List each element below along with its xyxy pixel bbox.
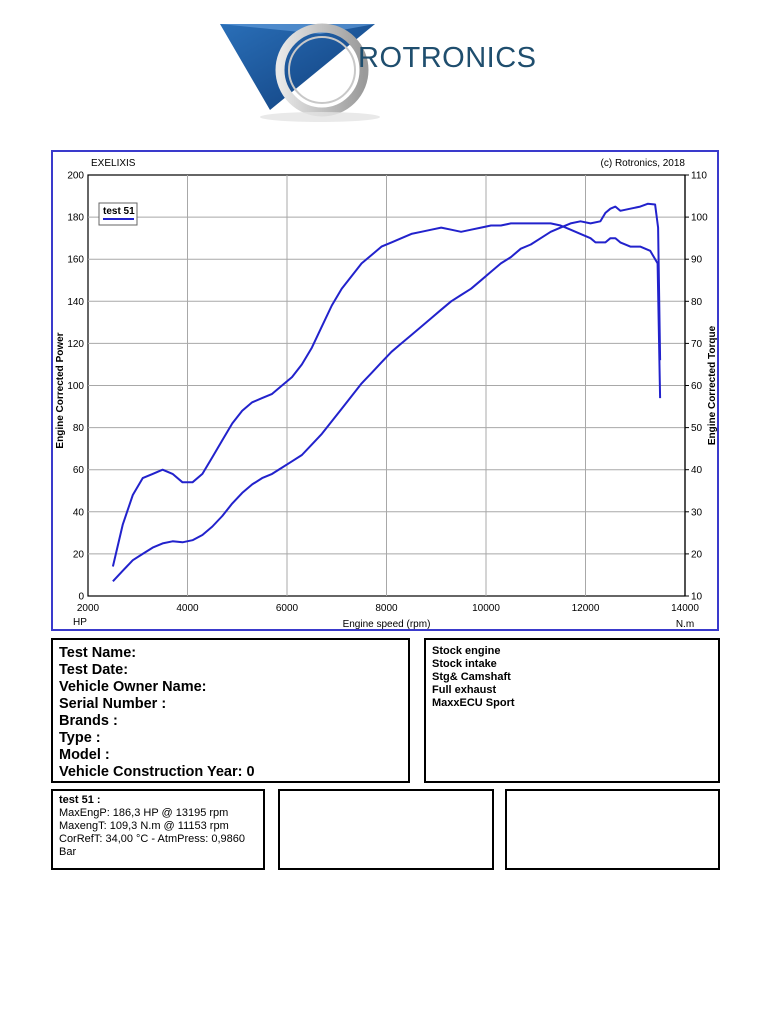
y-right-tick-label: 40 [691,465,703,476]
empty-box-middle [278,789,494,870]
y-left-tick-label: 120 [67,339,84,350]
y-left-tick-label: 40 [73,507,85,518]
y-right-tick-label: 110 [691,171,707,182]
modifications-lines: Stock engine Stock intake Stg& Camshaft Ful… [432,645,712,710]
info-line: Test Date: [59,662,129,678]
y-right-tick-label: 70 [691,339,703,350]
x-tick-label: 4000 [176,603,199,614]
dyno-chart: 2000 4000 6000 8000 10000 12000 14000 0 20 40 60 80… [51,150,719,631]
y-left-tick-label: 200 [67,171,84,182]
result-line: CorRefT: 34,00 °C - AtmPress: 0,9860 [59,833,245,845]
modification-line: Stock engine [432,645,501,657]
test-info-lines: Test Name: Test Date: Vehicle Owner Name: S… [59,645,402,781]
x-tick-label: 14000 [671,603,699,614]
info-line: Model : [59,747,110,763]
y-right-axis-label: Engine Corrected Torque [707,325,718,445]
x-tick-label: 12000 [572,603,600,614]
x-tick-label: 8000 [375,603,398,614]
y-right-tick-label: 80 [691,297,703,308]
rotronics-logo [220,23,380,122]
info-line: Serial Number : [59,696,167,712]
info-line: Type : [59,730,101,746]
x-tick-label: 10000 [472,603,500,614]
empty-box-right [505,789,720,870]
y-left-tick-label: 100 [67,381,84,392]
result-line: Bar [59,846,77,858]
y-right-tick-label: 60 [691,381,703,392]
y-left-tick-label: 160 [67,255,84,266]
x-tick-label: 2000 [77,603,100,614]
legend-label: test 51 [103,206,135,217]
y-left-axis-label: Engine Corrected Power [55,332,66,448]
info-line: Test Name: [59,645,137,661]
info-line: Brands : [59,713,118,729]
modification-line: MaxxECU Sport [432,697,515,709]
y-left-tick-label: 140 [67,297,84,308]
y-right-tick-label: 20 [691,549,703,560]
info-line: Vehicle Construction Year: 0 [59,764,255,780]
modification-line: Stg& Camshaft [432,671,511,683]
results-box: test 51 : MaxEngP: 186,3 HP @ 13195 rpm M… [51,789,265,870]
x-axis-label: Engine speed (rpm) [343,619,431,630]
y-left-tick-label: 20 [73,549,85,560]
y-right-tick-label: 30 [691,507,703,518]
power-series-line [112,202,662,582]
y-right-unit: N.m [676,619,694,630]
chart-copyright: (c) Rotronics, 2018 [601,158,686,169]
result-line: MaxengT: 109,3 N.m @ 11153 rpm [59,820,229,832]
y-right-tick-label: 10 [691,592,703,603]
test-info-box: Test Name: Test Date: Vehicle Owner Name: S… [51,638,410,783]
modification-line: Full exhaust [432,684,497,696]
logo-wordmark: ROTRONICS [358,42,537,74]
modification-line: Stock intake [432,658,497,670]
y-right-tick-label: 100 [691,213,708,224]
y-left-unit: HP [73,617,87,628]
chart-canvas: 2000 4000 6000 8000 10000 12000 14000 0 20 40 60 80… [55,158,718,630]
results-title: test 51 : [59,794,101,806]
chart-title: EXELIXIS [91,158,136,169]
y-right-tick-label: 50 [691,423,703,434]
y-right-tick-label: 90 [691,255,703,266]
torque-series-line [111,222,662,567]
results-lines: MaxEngP: 186,3 HP @ 13195 rpm MaxengT: 10… [59,807,257,859]
y-left-tick-label: 0 [78,592,84,603]
y-left-tick-label: 180 [67,213,84,224]
y-left-tick-label: 60 [73,465,85,476]
result-line: MaxEngP: 186,3 HP @ 13195 rpm [59,807,229,819]
info-line: Vehicle Owner Name: [59,679,207,695]
x-tick-label: 6000 [276,603,299,614]
modifications-box: Stock engine Stock intake Stg& Camshaft Ful… [424,638,720,783]
y-left-tick-label: 80 [73,423,85,434]
